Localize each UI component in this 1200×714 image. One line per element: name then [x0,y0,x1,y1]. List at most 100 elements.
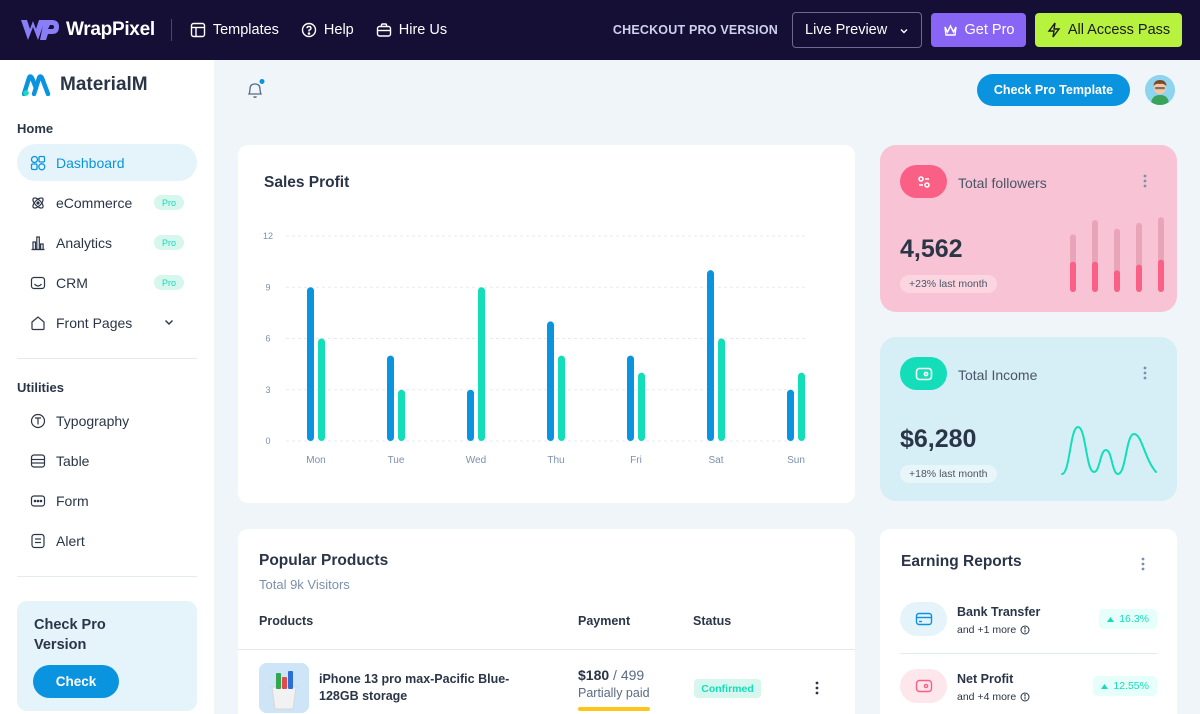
payment-progress-bar [578,707,650,711]
live-preview-dropdown[interactable]: Live Preview [792,12,922,48]
x-tick-label: Mon [306,455,325,466]
sidebar-item-alert[interactable]: Alert [17,522,197,559]
sales-profit-chart: 0 3 6 9 12 Mon Tue Wed Thu Fri Sat Sun [263,231,806,466]
income-change-badge: +18% last month [900,465,997,483]
info-icon [1020,625,1030,635]
chart-bar[interactable] [547,321,554,441]
chart-bar[interactable] [398,389,405,441]
more-vertical-icon[interactable] [1141,557,1145,571]
chart-bar[interactable] [478,287,485,441]
income-value: $6,280 [900,425,977,453]
sidebar-item-analytics[interactable]: Analytics Pro [17,224,197,261]
chart-bar[interactable] [318,338,325,442]
home-section-title: Home [17,121,54,136]
layout-icon [190,22,206,38]
chart-icon [31,235,45,250]
x-tick-label: Tue [388,455,405,466]
chart-bar[interactable] [707,270,714,441]
payment-paid: $180 [578,667,610,683]
bolt-icon [1047,22,1061,38]
briefcase-icon [376,23,391,37]
hire-us-link-label: Hire Us [398,22,448,38]
sidebar-item-front-pages[interactable]: Front Pages [17,304,197,341]
chart-bar[interactable] [798,372,805,441]
wallet-icon [915,367,932,380]
utilities-section-title: Utilities [17,380,64,395]
all-access-pass-button[interactable]: All Access Pass [1035,13,1182,47]
sidebar-divider [17,358,197,359]
popular-products-card: Popular Products Total 9k Visitors Produ… [238,529,855,714]
column-header-payment: Payment [578,614,631,628]
sidebar-item-crm[interactable]: CRM Pro [17,264,197,301]
more-vertical-icon[interactable] [815,681,819,695]
column-header-status: Status [693,614,732,628]
x-tick-label: Thu [547,455,564,466]
sidebar-item-label: CRM [56,274,88,291]
chart-bar[interactable] [787,389,794,441]
help-circle-icon [301,22,317,38]
sidebar-item-label: Analytics [56,234,113,251]
chevron-down-icon [165,320,173,325]
earning-icon-badge [900,602,947,636]
payment-amount: $180 / 499 [578,667,645,683]
product-name[interactable]: iPhone 13 pro max-Pacific Blue-128GB sto… [319,672,510,703]
get-pro-button[interactable]: Get Pro [931,13,1026,47]
chart-bar[interactable] [627,355,634,441]
sidebar-item-label: Typography [56,412,130,429]
all-access-pass-label: All Access Pass [1067,22,1171,38]
atom-icon [32,196,44,209]
earning-item-bank-transfer[interactable]: Bank Transfer and +1 more 16.3% [900,602,1157,642]
templates-link[interactable]: Templates [190,22,279,38]
payment-status-text: Partially paid [578,686,650,700]
sidebar-item-table[interactable]: Table [17,442,197,479]
materialm-logo[interactable]: MaterialM [22,74,148,96]
get-pro-label: Get Pro [964,22,1015,38]
dashboard-icon [30,155,46,170]
materialm-logo-icon [22,74,51,96]
crown-icon [943,24,957,36]
notification-bell-icon[interactable] [246,79,266,101]
x-tick-label: Fri [630,455,642,466]
y-tick-label: 6 [265,334,270,344]
more-vertical-icon[interactable] [1143,366,1147,380]
wrappixel-logo[interactable]: WrapPixel [20,18,155,42]
chart-bar[interactable] [718,338,725,442]
sidebar-divider [17,576,197,577]
y-tick-label: 12 [263,231,273,241]
help-link[interactable]: Help [301,22,354,38]
chart-bar[interactable] [467,389,474,441]
info-icon [1020,692,1030,702]
materialm-brand-text: MaterialM [60,74,148,95]
table-icon [30,453,46,468]
wallet-icon [915,679,932,693]
sidebar-item-dashboard[interactable]: Dashboard [17,144,197,181]
check-pro-template-button[interactable]: Check Pro Template [977,74,1130,106]
y-tick-label: 3 [265,385,270,395]
chart-bar[interactable] [558,355,565,441]
chart-bar[interactable] [387,355,394,441]
chart-bar[interactable] [307,287,314,441]
payment-total: 499 [620,667,645,683]
more-vertical-icon[interactable] [1143,174,1147,188]
followers-label: Total followers [958,175,1047,191]
earning-item-net-profit[interactable]: Net Profit and +4 more 12.55% [900,669,1157,709]
y-tick-label: 9 [265,282,270,292]
status-badge: Confirmed [694,679,761,698]
hire-us-link[interactable]: Hire Us [376,22,447,38]
earning-pct-value: 12.55% [1113,680,1149,692]
chart-bar[interactable] [638,372,645,441]
earning-pct-value: 16.3% [1119,613,1149,625]
user-avatar[interactable] [1145,75,1175,105]
sidebar-item-ecommerce[interactable]: eCommerce Pro [17,184,197,221]
sidebar-item-typography[interactable]: Typography [17,402,197,439]
income-icon-badge [900,357,947,390]
x-tick-label: Sun [787,455,805,466]
check-pro-button[interactable]: Check [33,665,119,698]
x-tick-label: Sat [708,455,723,466]
sidebar-item-form[interactable]: Form [17,482,197,519]
popular-products-title: Popular Products [259,552,389,569]
earning-pct-badge: 12.55% [1093,676,1157,696]
alert-icon [31,533,45,548]
followers-mini-bar-chart [1070,217,1164,292]
earning-pct-badge: 16.3% [1099,609,1157,629]
